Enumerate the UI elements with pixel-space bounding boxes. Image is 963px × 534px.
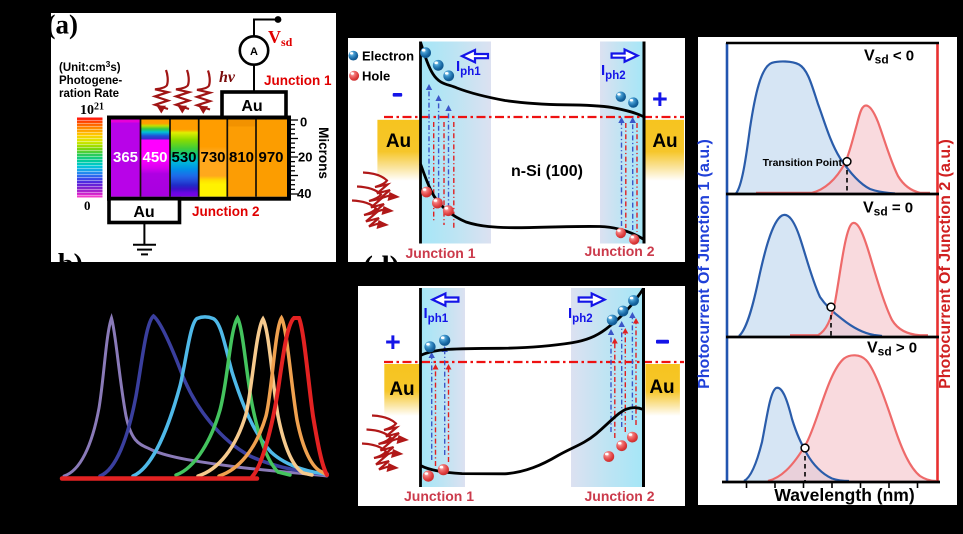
svg-text:730: 730 (200, 149, 225, 166)
svg-text:Photogene-: Photogene- (59, 75, 122, 87)
svg-text:Au: Au (386, 131, 411, 152)
svg-text:Transition Point: Transition Point (763, 157, 843, 169)
svg-text:ration Rate: ration Rate (59, 88, 119, 100)
svg-text:Junction 2: Junction 2 (192, 204, 260, 219)
svg-text:Junction 2: Junction 2 (584, 243, 654, 259)
svg-text:Junction 2: Junction 2 (584, 488, 654, 504)
svg-text:Junction 1: Junction 1 (404, 488, 474, 504)
svg-text:365: 365 (113, 149, 138, 166)
svg-text:n-Si (100): n-Si (100) (511, 163, 583, 180)
svg-text:Vsd > 0: Vsd > 0 (867, 340, 917, 359)
svg-text:Junction 1: Junction 1 (264, 73, 332, 88)
svg-text:Vsd < 0: Vsd < 0 (864, 48, 914, 67)
svg-text:450: 450 (142, 149, 167, 166)
svg-text:Au: Au (241, 98, 262, 115)
svg-text:530: 530 (171, 149, 196, 166)
svg-text:(d): (d) (363, 250, 400, 283)
svg-text:Photocurrent Of Junction 2 (a.: Photocurrent Of Junction 2 (a.u.) (937, 139, 954, 389)
svg-text:+: + (385, 327, 401, 357)
svg-text:0: 0 (84, 198, 91, 213)
svg-text:A: A (250, 46, 258, 58)
svg-text:0: 0 (300, 115, 307, 130)
svg-text:20: 20 (298, 150, 312, 165)
svg-text:hν: hν (219, 69, 236, 86)
svg-text:Junction 1: Junction 1 (405, 245, 475, 261)
svg-text:Photocurrent Of Junction 1 (a.: Photocurrent Of Junction 1 (a.u.) (696, 139, 713, 389)
svg-text:40: 40 (297, 186, 311, 201)
svg-text:Au: Au (652, 131, 677, 152)
svg-text:Hole: Hole (362, 69, 390, 84)
svg-text:(Unit:cm3s): (Unit:cm3s) (59, 59, 121, 74)
svg-text:810: 810 (229, 149, 254, 166)
svg-text:Electron: Electron (362, 49, 414, 64)
svg-text:Au: Au (649, 377, 674, 398)
svg-text:Wavelength (nm): Wavelength (nm) (774, 485, 914, 505)
svg-text:Microns: Microns (316, 127, 331, 179)
svg-text:b): b) (58, 249, 83, 280)
svg-text:(a): (a) (47, 10, 78, 40)
svg-text:Au: Au (389, 379, 414, 400)
svg-text:Vsd = 0: Vsd = 0 (863, 200, 913, 219)
svg-text:970: 970 (258, 149, 283, 166)
svg-text:Au: Au (133, 204, 154, 221)
svg-text:+: + (652, 84, 668, 114)
